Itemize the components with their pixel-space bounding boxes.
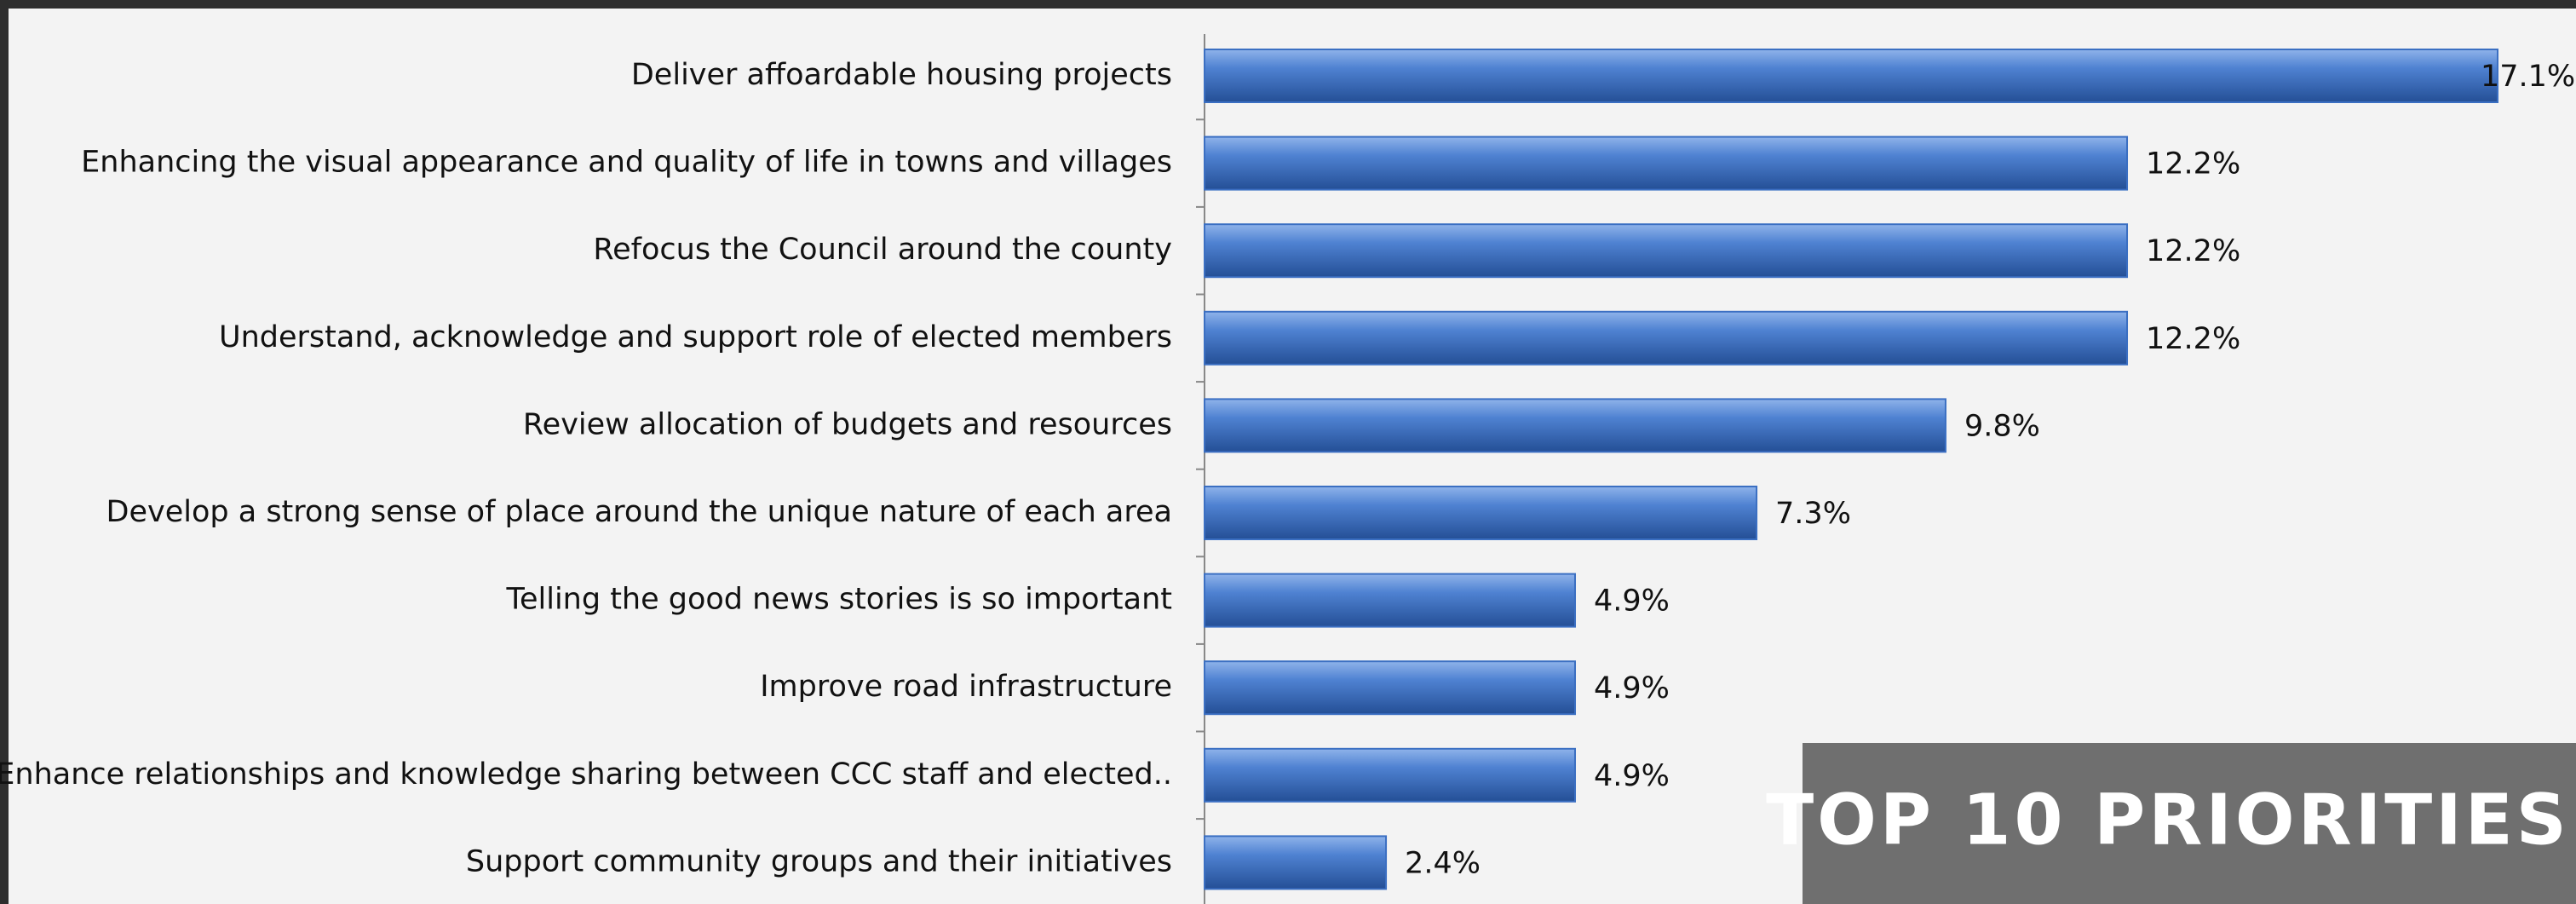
value-label: 2.4% — [1405, 846, 1481, 880]
value-label: 17.1% — [2481, 60, 2575, 94]
bar — [1204, 573, 1576, 628]
bar — [1204, 223, 2129, 279]
category-label: Improve road infrastructure — [760, 670, 1172, 704]
value-label: 7.3% — [1775, 497, 1851, 531]
value-label: 9.8% — [1964, 409, 2040, 443]
bar — [1204, 135, 2129, 191]
value-label: 4.9% — [1594, 759, 1670, 793]
category-label: Develop a strong sense of place around t… — [106, 495, 1172, 529]
value-label: 12.2% — [2146, 147, 2240, 181]
category-label: Enhance relationships and knowledge shar… — [0, 757, 1172, 792]
bar — [1204, 310, 2129, 366]
value-label: 4.9% — [1594, 671, 1670, 705]
category-label: Telling the good news stories is so impo… — [506, 583, 1172, 617]
category-label: Support community groups and their initi… — [466, 844, 1172, 878]
title-badge — [1803, 743, 2576, 904]
chart-title: TOP 10 PRIORITIES — [1766, 780, 2570, 861]
value-label: 12.2% — [2146, 322, 2240, 356]
bar — [1204, 835, 1388, 890]
value-label: 4.9% — [1594, 584, 1670, 619]
bar — [1204, 747, 1576, 803]
category-label: Enhancing the visual appearance and qual… — [81, 146, 1172, 180]
category-label: Understand, acknowledge and support role… — [219, 320, 1172, 354]
bar — [1204, 49, 2498, 103]
category-label: Deliver affoardable housing projects — [631, 58, 1172, 92]
bar — [1204, 398, 1946, 453]
category-label: Refocus the Council around the county — [593, 233, 1172, 267]
value-label: 12.2% — [2146, 234, 2240, 268]
bar — [1204, 486, 1758, 540]
category-label: Review allocation of budgets and resourc… — [523, 407, 1172, 441]
bar — [1204, 660, 1576, 716]
